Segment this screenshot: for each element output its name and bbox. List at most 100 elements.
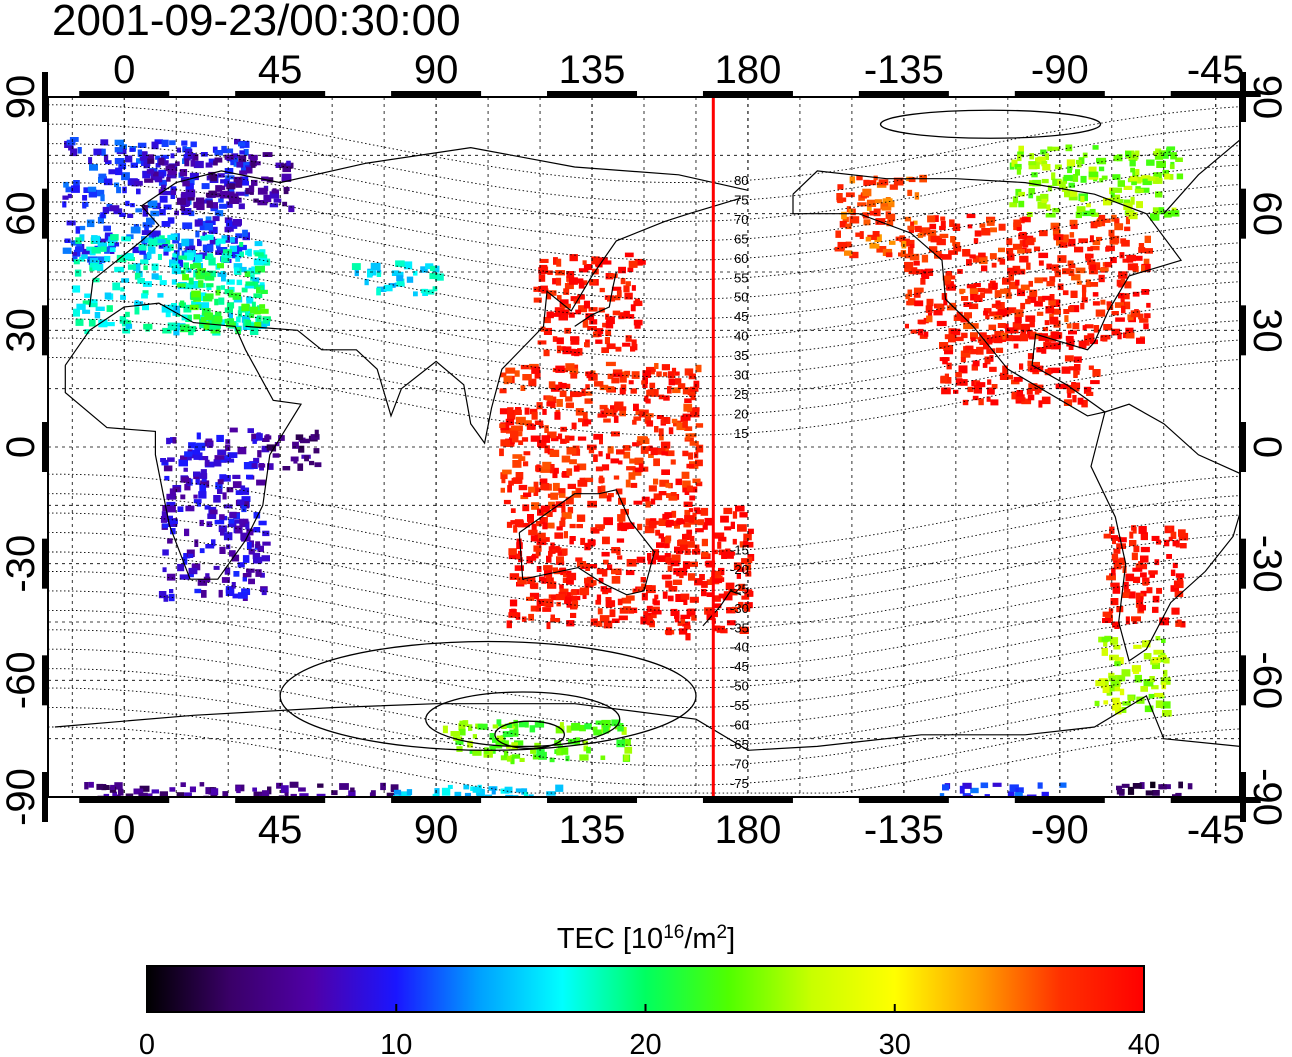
tec-cell bbox=[927, 215, 936, 223]
tec-cell bbox=[72, 285, 81, 293]
tec-cell bbox=[611, 568, 620, 575]
tec-cell bbox=[1114, 686, 1120, 692]
tec-cell bbox=[550, 542, 555, 550]
tec-cell bbox=[621, 738, 631, 746]
tec-cell bbox=[210, 205, 219, 212]
tec-cell bbox=[535, 550, 541, 557]
tec-cell bbox=[226, 201, 233, 208]
tec-cell bbox=[848, 209, 854, 214]
tec-cell bbox=[999, 309, 1008, 316]
tec-cell bbox=[565, 755, 570, 762]
tec-cell bbox=[1087, 333, 1095, 340]
tec-cell bbox=[283, 187, 289, 195]
tec-cell bbox=[185, 314, 192, 322]
tec-cell bbox=[558, 493, 566, 498]
tec-cell bbox=[500, 472, 508, 480]
tec-cell bbox=[206, 441, 213, 448]
tec-cell bbox=[551, 436, 559, 442]
tec-cell bbox=[592, 726, 598, 732]
tec-cell bbox=[278, 435, 285, 441]
tec-cell bbox=[561, 507, 566, 513]
tec-cell bbox=[533, 545, 542, 552]
tec-cell bbox=[1125, 151, 1132, 157]
tec-cell bbox=[458, 728, 466, 736]
tec-cell bbox=[721, 551, 728, 559]
tec-cell bbox=[220, 190, 230, 199]
tec-cell bbox=[1143, 653, 1152, 660]
tec-cell bbox=[524, 407, 530, 415]
tec-cell bbox=[84, 329, 90, 335]
tec-cell bbox=[992, 782, 1002, 787]
tec-cell bbox=[193, 314, 201, 320]
tec-cell bbox=[350, 787, 355, 792]
tec-cell bbox=[193, 201, 198, 209]
tec-cell bbox=[561, 472, 569, 478]
tec-cell bbox=[667, 595, 674, 602]
tec-cell bbox=[623, 310, 630, 319]
tec-cell bbox=[586, 371, 593, 379]
tec-cell bbox=[222, 249, 232, 257]
tec-cell bbox=[194, 254, 203, 262]
tec-cell bbox=[585, 384, 590, 390]
tec-cell bbox=[1164, 173, 1171, 180]
tec-cell bbox=[1051, 342, 1061, 350]
tec-cell bbox=[598, 451, 603, 457]
tec-cell bbox=[239, 170, 248, 175]
tec-cell bbox=[628, 260, 638, 268]
tec-cell bbox=[1028, 161, 1037, 166]
tec-cell bbox=[718, 567, 725, 576]
tec-cell bbox=[124, 155, 133, 163]
tec-cell bbox=[664, 543, 669, 549]
tec-cell bbox=[159, 195, 168, 203]
tec-cell bbox=[1005, 335, 1014, 342]
tec-cell bbox=[228, 520, 237, 528]
tec-cell bbox=[695, 423, 704, 428]
tec-cell bbox=[1101, 648, 1108, 656]
tec-cell bbox=[632, 442, 640, 447]
tec-cell bbox=[216, 434, 224, 442]
tec-cell bbox=[1062, 268, 1071, 274]
tec-cell bbox=[510, 426, 520, 431]
tec-cell bbox=[688, 573, 696, 581]
tec-cell bbox=[741, 558, 748, 565]
tec-cell bbox=[200, 480, 210, 488]
tec-cell bbox=[1064, 315, 1069, 323]
tec-cell bbox=[907, 225, 915, 230]
x-tick-label-top: -45 bbox=[1187, 48, 1245, 92]
tec-cell bbox=[1092, 369, 1101, 377]
frame-tick bbox=[702, 91, 793, 97]
tec-cell bbox=[1170, 210, 1180, 217]
tec-cell bbox=[918, 319, 926, 325]
tec-cell bbox=[907, 246, 914, 255]
tec-cell bbox=[973, 283, 981, 288]
magnetic-latitude-contours bbox=[48, 104, 1240, 794]
tec-cell bbox=[314, 462, 322, 468]
tec-cell bbox=[577, 436, 587, 441]
x-tick-label-bottom: -45 bbox=[1187, 808, 1245, 852]
tec-cell bbox=[1135, 592, 1141, 601]
map-frame bbox=[42, 72, 1261, 822]
tec-cell bbox=[523, 492, 532, 497]
tec-cell bbox=[1054, 164, 1062, 170]
tec-cell bbox=[1014, 792, 1023, 797]
tec-cell bbox=[1116, 785, 1122, 791]
tec-cell bbox=[527, 518, 534, 524]
tec-cell bbox=[1118, 271, 1128, 279]
tec-cell bbox=[144, 178, 154, 183]
tec-cell bbox=[1111, 553, 1119, 561]
tec-cell bbox=[998, 223, 1006, 231]
tec-cell bbox=[162, 549, 169, 556]
tec-cell bbox=[743, 533, 752, 541]
tec-cell bbox=[629, 458, 635, 464]
tec-cell bbox=[168, 304, 176, 313]
tec-cell bbox=[689, 441, 699, 446]
tec-cell bbox=[1053, 234, 1064, 241]
tec-cell bbox=[1073, 370, 1078, 378]
tec-cell bbox=[623, 451, 631, 459]
tec-cell bbox=[1113, 562, 1122, 570]
tec-cell bbox=[544, 445, 550, 454]
tec-cell bbox=[663, 395, 670, 401]
tec-cell bbox=[185, 178, 195, 185]
tec-cell bbox=[1106, 245, 1115, 252]
tec-cell bbox=[537, 340, 547, 345]
